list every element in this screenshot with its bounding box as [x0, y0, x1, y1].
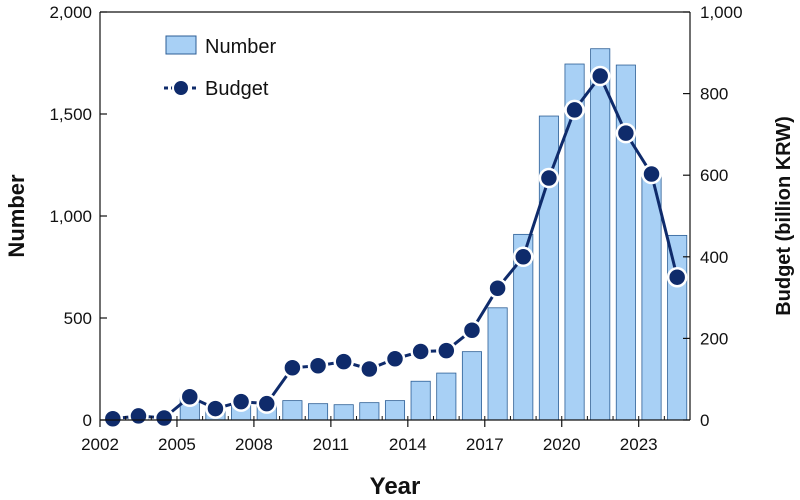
budget-point-2004: [153, 407, 175, 429]
bar-2017: [487, 307, 508, 421]
budget-point-2013: [384, 348, 406, 370]
x-tick-label: 2017: [466, 435, 504, 454]
bar-2024: [667, 234, 688, 421]
budget-point-2016: [461, 319, 483, 341]
budget-line-layer: [102, 65, 688, 430]
budget-point-2012: [359, 358, 380, 380]
bar-2015: [436, 372, 457, 421]
budget-point-2007: [230, 391, 252, 412]
left-y-tick-label: 0: [83, 411, 92, 430]
left-y-tick-label: 1,000: [49, 207, 92, 226]
budget-point-2014: [410, 341, 431, 362]
budget-point-2020: [564, 99, 585, 121]
ticks-layer: 0 500 1,000 1,500 2,000 0 200 400 600 800 1,000 200…: [49, 3, 742, 454]
bar-2010: [308, 403, 329, 421]
x-tick-label: 2014: [389, 435, 427, 454]
bar-2009: [282, 400, 303, 421]
budget-point-2024: [666, 266, 688, 288]
budget-point-2011: [333, 351, 354, 372]
left-y-tick-label: 500: [64, 309, 92, 328]
budget-point-2021: [589, 65, 611, 87]
legend-budget-marker: [172, 79, 190, 97]
budget-point-2005: [179, 386, 201, 407]
x-tick-label: 2023: [620, 435, 658, 454]
budget-point-2009: [282, 357, 303, 379]
bar-2011: [333, 404, 354, 421]
x-tick-label: 2008: [235, 435, 273, 454]
bar-2014: [410, 380, 431, 421]
budget-point-2008: [256, 393, 277, 414]
left-y-tick-label: 1,500: [49, 105, 92, 124]
legend-number-swatch: [165, 35, 197, 55]
budget-point-2003: [128, 405, 149, 427]
x-tick-label: 2020: [543, 435, 581, 454]
right-y-tick-label: 800: [700, 85, 728, 104]
legend-number-label: Number: [205, 36, 276, 58]
budget-point-2018: [513, 246, 534, 268]
bar-2016: [461, 351, 482, 421]
budget-point-2015: [436, 340, 457, 361]
bar-2023: [641, 174, 662, 421]
x-tick-label: 2005: [158, 435, 196, 454]
right-y-tick-label: 1,000: [700, 3, 743, 22]
bar-2012: [359, 402, 380, 421]
budget-point-2023: [641, 163, 662, 185]
right-y-tick-label: 400: [700, 248, 728, 267]
bar-2013: [384, 400, 406, 421]
x-tick-label: 2002: [81, 435, 119, 454]
right-y-tick-label: 600: [700, 166, 728, 185]
budget-point-2006: [205, 398, 226, 419]
budget-point-2022: [615, 122, 637, 144]
budget-point-2019: [538, 167, 560, 189]
legend: Number Budget: [164, 35, 276, 100]
left-y-axis-title: Number: [4, 174, 29, 258]
budget-point-2017: [487, 277, 508, 299]
budget-point-2010: [307, 355, 329, 376]
right-y-tick-label: 200: [700, 329, 728, 348]
legend-budget-label: Budget: [205, 78, 269, 100]
x-tick-label: 2011: [313, 435, 350, 454]
right-y-axis-title: Budget (billion KRW): [773, 116, 795, 316]
bars-layer: [102, 48, 688, 421]
x-axis-title: Year: [370, 473, 421, 500]
left-y-tick-label: 2,000: [49, 3, 92, 22]
budget-point-2002: [102, 408, 124, 430]
bar-2021: [590, 48, 611, 421]
right-y-tick-label: 0: [700, 411, 709, 430]
